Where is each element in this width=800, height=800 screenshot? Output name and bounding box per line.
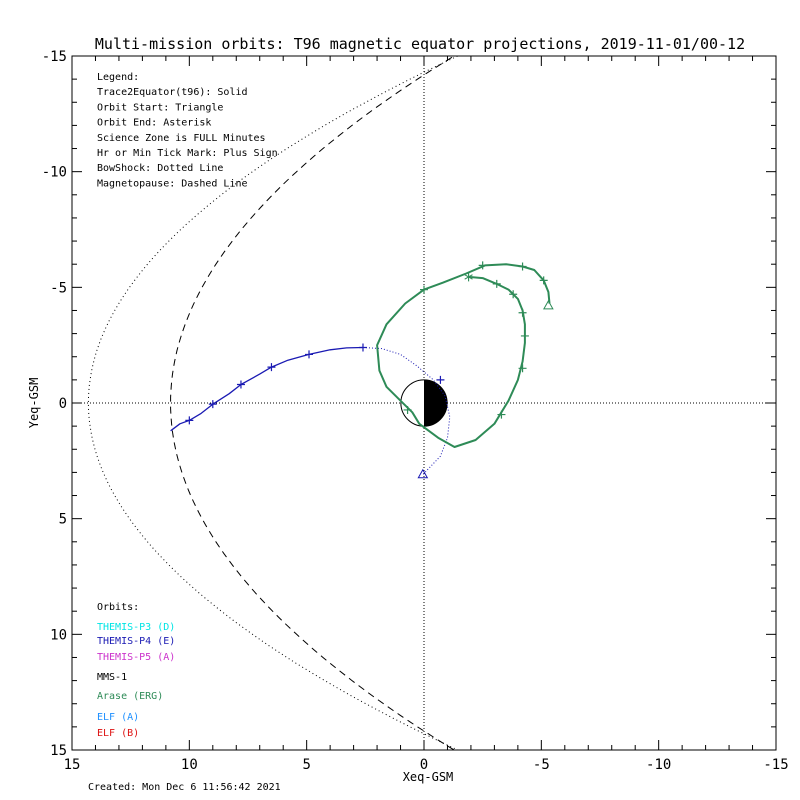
x-tick-label: -15 xyxy=(763,757,788,773)
earth-night-side xyxy=(424,379,448,427)
orbits-heading: Orbits: xyxy=(97,602,139,613)
arase-erg-tick-mark xyxy=(492,279,501,288)
x-tick-label: 10 xyxy=(181,757,198,773)
x-tick-label: 15 xyxy=(64,757,81,773)
axis-tick-labels: 15 10 5 0 -5 -10 -15 -15 -10 -5 0 5 10 15 xyxy=(42,49,789,773)
created-timestamp: Created: Mon Dec 6 11:56:42 2021 xyxy=(88,782,281,793)
boundary-curves xyxy=(87,56,459,750)
orbit-legend-item: Arase (ERG) xyxy=(97,691,163,702)
arase-erg-tick-mark xyxy=(518,262,527,271)
themis-p4-e-tick-mark xyxy=(185,416,194,425)
legend-line: BowShock: Dotted Line xyxy=(97,163,223,174)
y-tick-label: 15 xyxy=(50,743,67,759)
legend-text: Legend: Trace2Equator(t96): Solid Orbit St… xyxy=(97,72,278,189)
arase-erg-start-marker xyxy=(543,299,554,310)
themis-p4-e-tick-mark xyxy=(236,380,245,389)
legend-line: Orbit Start: Triangle xyxy=(97,102,223,113)
legend-line: Magnetopause: Dashed Line xyxy=(97,178,248,189)
y-tick-label: 10 xyxy=(50,627,67,643)
orbit-legend-item: ELF (B) xyxy=(97,728,139,739)
arase-erg-end-marker xyxy=(464,272,473,282)
arase-erg-tick-mark xyxy=(478,261,487,270)
themis-p4-e-tick-mark xyxy=(208,400,217,409)
arase-erg-tick-mark xyxy=(509,290,518,299)
orbit-legend-item: THEMIS-P4 (E) xyxy=(97,636,175,647)
arase-erg-tick-mark xyxy=(420,285,428,294)
orbit-legend-item: ELF (A) xyxy=(97,712,139,723)
x-tick-label: 0 xyxy=(420,757,428,773)
arase-erg-tick-mark xyxy=(539,276,548,285)
themis-p4-e-start-marker xyxy=(417,468,429,479)
arase-erg-tick-mark xyxy=(520,331,529,340)
legend-line: Science Zone is FULL Minutes xyxy=(97,133,266,144)
earth-symbol xyxy=(400,379,448,427)
y-axis-label: Yeq-GSM xyxy=(27,378,41,429)
themis-p4-e-dotted-track xyxy=(362,347,451,476)
legend-line: Legend: xyxy=(97,72,139,83)
orbit-legend-item: MMS-1 xyxy=(97,672,127,683)
legend-line: Orbit End: Asterisk xyxy=(97,118,211,129)
themis-p4-e-tick-mark xyxy=(267,363,276,372)
x-tick-label: 5 xyxy=(302,757,310,773)
orbits-legend: Orbits: THEMIS-P3 (D) THEMIS-P4 (E) THEMIS-… xyxy=(97,602,175,739)
x-axis-label: Xeq-GSM xyxy=(403,770,454,784)
legend-line: Hr or Min Tick Mark: Plus Sign xyxy=(97,148,278,159)
orbit-legend-item: THEMIS-P3 (D) xyxy=(97,622,175,633)
themis-p4-e-tick-mark xyxy=(436,375,445,384)
arase-erg-trace-line xyxy=(376,263,551,448)
y-tick-label: -10 xyxy=(42,165,67,181)
themis-p4-e-trace-line xyxy=(170,346,364,432)
arase-erg-tick-mark xyxy=(497,410,506,419)
orbit-series xyxy=(170,261,554,479)
magnetopause-curve xyxy=(170,56,456,750)
themis-p4-e-tick-mark xyxy=(305,350,314,359)
axis-ticks xyxy=(71,55,777,751)
bow-shock-curve xyxy=(87,56,459,750)
x-tick-label: -5 xyxy=(533,757,550,773)
y-tick-label: 0 xyxy=(59,396,67,412)
orbit-legend-item: THEMIS-P5 (A) xyxy=(97,652,175,663)
arase-erg-tick-mark xyxy=(518,364,527,373)
chart-title: Multi-mission orbits: T96 magnetic equat… xyxy=(95,35,745,53)
arase-erg-tick-mark xyxy=(518,308,527,317)
y-tick-label: -5 xyxy=(50,280,67,296)
x-tick-label: -10 xyxy=(646,757,671,773)
y-tick-label: 5 xyxy=(59,512,67,528)
arase-erg-tick-mark xyxy=(403,405,412,414)
legend-line: Trace2Equator(t96): Solid xyxy=(97,87,248,98)
themis-p4-e-tick-mark xyxy=(358,343,367,352)
y-tick-label: -15 xyxy=(42,49,67,65)
